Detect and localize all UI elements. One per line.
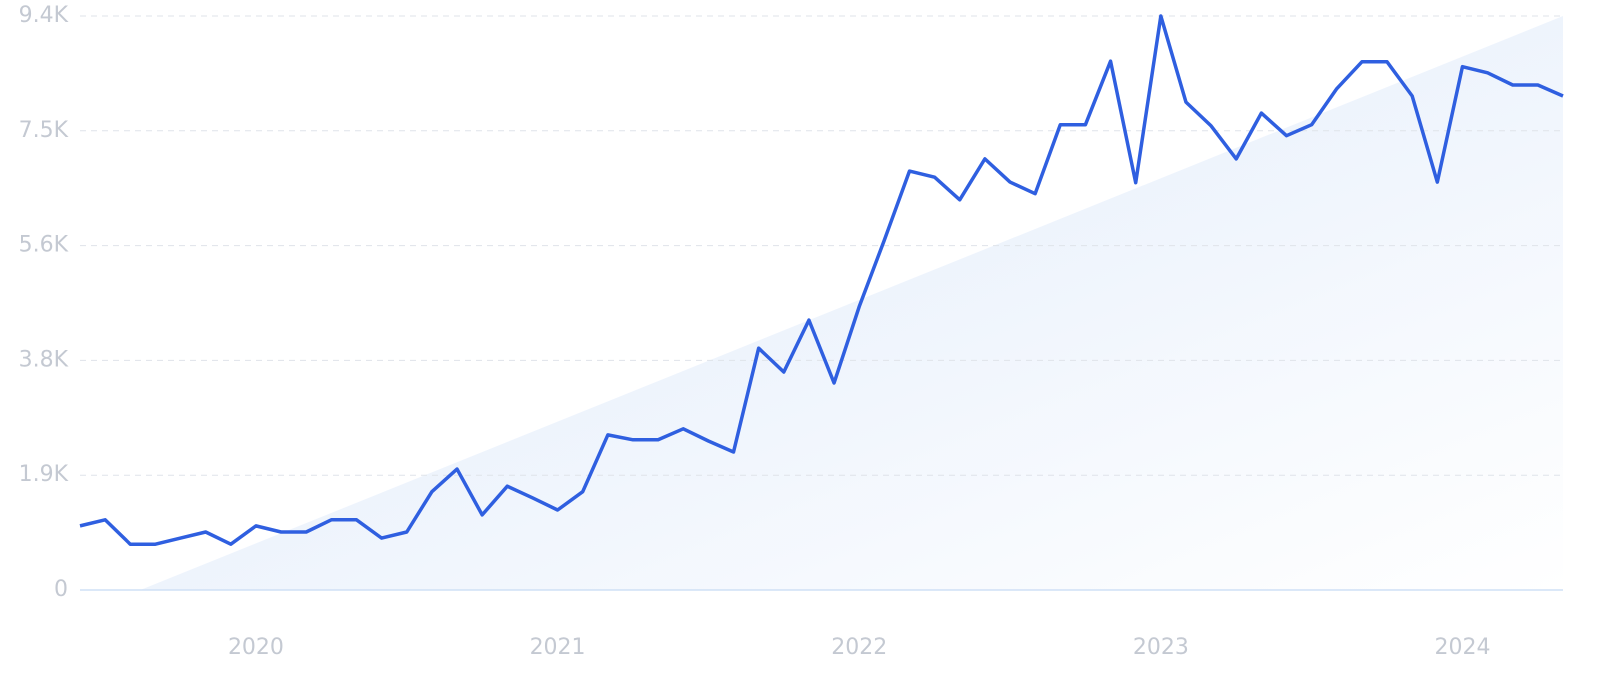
y-tick-label: 9.4K (19, 3, 69, 28)
x-tick-label: 2024 (1434, 635, 1490, 660)
line (79, 14, 1564, 546)
x-tick-label: 2023 (1133, 635, 1189, 660)
y-tick-label: 0 (54, 577, 68, 602)
y-tick-label: 7.5K (19, 118, 69, 143)
x-tick-label: 2022 (831, 635, 887, 660)
y-tick-label: 1.9K (19, 462, 69, 487)
y-tick-label: 3.8K (19, 347, 69, 372)
y-tick-label: 5.6K (19, 233, 69, 258)
trend-area (140, 16, 1563, 590)
x-tick-label: 2021 (530, 635, 586, 660)
x-tick-label: 2020 (228, 635, 284, 660)
